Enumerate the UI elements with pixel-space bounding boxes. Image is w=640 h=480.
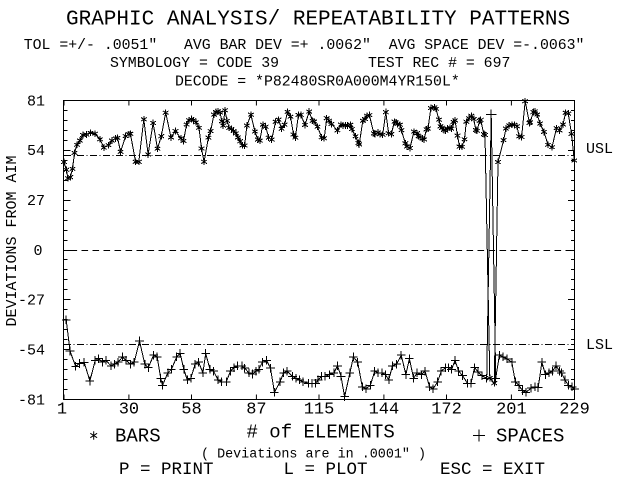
svg-text:( Deviations are in .0001" ): ( Deviations are in .0001" ) bbox=[201, 448, 426, 463]
svg-text:30: 30 bbox=[119, 401, 139, 420]
svg-text:ESC = EXIT: ESC = EXIT bbox=[440, 460, 545, 480]
svg-text:58: 58 bbox=[181, 401, 201, 420]
svg-text:0: 0 bbox=[33, 243, 42, 260]
svg-text:172: 172 bbox=[431, 401, 462, 420]
svg-text:DECODE = *P82480SR0A000M4YR150: DECODE = *P82480SR0A000M4YR150L* bbox=[175, 75, 460, 91]
svg-text:201: 201 bbox=[496, 401, 527, 420]
svg-text:-54: -54 bbox=[18, 343, 45, 360]
svg-text:115: 115 bbox=[304, 401, 335, 420]
svg-text:# of ELEMENTS: # of ELEMENTS bbox=[247, 422, 395, 444]
svg-text:LSL: LSL bbox=[586, 337, 613, 354]
svg-text:-27: -27 bbox=[18, 293, 45, 310]
svg-text:27: 27 bbox=[27, 193, 45, 210]
svg-text:BARS: BARS bbox=[115, 426, 161, 448]
svg-text:54: 54 bbox=[27, 143, 45, 160]
svg-text:SYMBOLOGY = CODE 39: SYMBOLOGY = CODE 39 bbox=[110, 56, 279, 72]
svg-text:TEST REC # = 697: TEST REC # = 697 bbox=[368, 56, 510, 72]
svg-text:-81: -81 bbox=[18, 392, 45, 409]
svg-text:87: 87 bbox=[246, 401, 266, 420]
svg-text:DEVIATIONS FROM AIM: DEVIATIONS FROM AIM bbox=[4, 155, 21, 326]
svg-text:229: 229 bbox=[559, 401, 590, 420]
svg-text:GRAPHIC ANALYSIS/ REPEATABILIT: GRAPHIC ANALYSIS/ REPEATABILITY PATTERNS bbox=[66, 9, 570, 32]
svg-text:TOL =+/- .0051": TOL =+/- .0051" bbox=[24, 38, 157, 54]
svg-text:USL: USL bbox=[586, 141, 613, 158]
svg-text:AVG SPACE DEV =-.0063": AVG SPACE DEV =-.0063" bbox=[389, 38, 585, 54]
svg-text:144: 144 bbox=[369, 401, 400, 420]
svg-text:L = PLOT: L = PLOT bbox=[284, 460, 368, 480]
svg-text:81: 81 bbox=[27, 93, 45, 110]
svg-text:P = PRINT: P = PRINT bbox=[119, 460, 214, 480]
svg-text:SPACES: SPACES bbox=[496, 426, 564, 448]
svg-text:1: 1 bbox=[57, 401, 67, 420]
svg-text:AVG BAR DEV =+ .0062": AVG BAR DEV =+ .0062" bbox=[184, 38, 371, 54]
